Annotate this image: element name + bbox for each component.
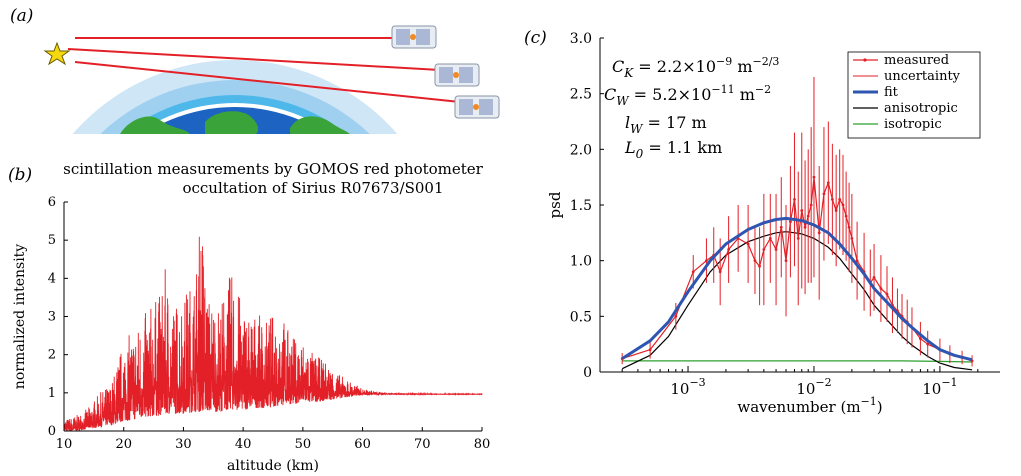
earth-landmass <box>290 116 350 134</box>
panel-label-a: (a) <box>10 6 34 26</box>
light-rays <box>67 37 461 103</box>
atmosphere-layer-middle <box>100 80 370 134</box>
earth-landmass <box>205 111 259 134</box>
panel-label-c: (c) <box>524 28 547 48</box>
satellite-icon <box>434 63 480 87</box>
star-icon <box>43 41 71 66</box>
earth-landmass <box>120 116 190 134</box>
atmosphere-boundary <box>136 103 334 134</box>
atmosphere-layer-inner <box>123 95 347 134</box>
satellite-icon <box>454 95 500 119</box>
panel-label-b: (b) <box>8 165 33 185</box>
earth-globe <box>143 107 327 134</box>
satellite-icon <box>391 25 437 49</box>
